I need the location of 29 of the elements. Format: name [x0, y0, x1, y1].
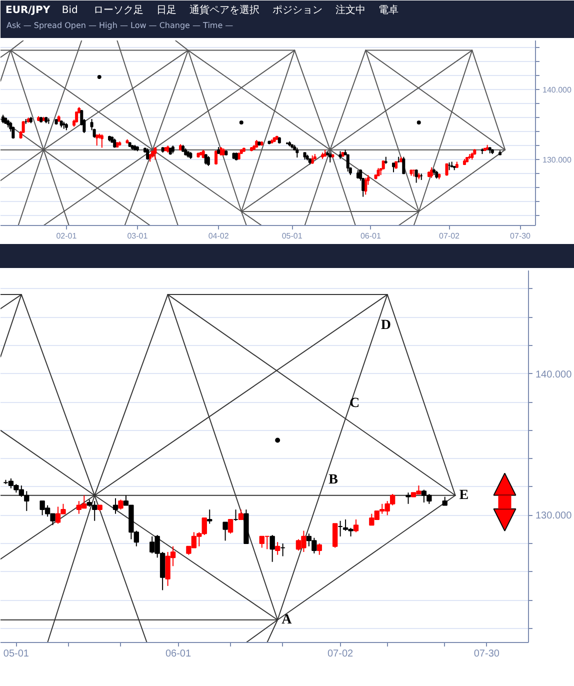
text: Ask — Spread Open — High — Low — Change — Time — — [6, 21, 234, 30]
x-tick-label: 05-01 — [282, 232, 303, 240]
x-tick-label: 06-01 — [165, 648, 192, 660]
annotation: B — [328, 472, 338, 488]
x-tick-label: 06-01 — [360, 232, 382, 240]
x-tick-label: 04-02 — [208, 232, 230, 240]
x-tick-label: 05-01 — [3, 648, 30, 660]
x-tick-label: 07-02 — [439, 232, 460, 240]
text: Bid — [62, 5, 78, 16]
text: 通貨ペアを選択 — [190, 4, 260, 16]
x-tick-label: 07-02 — [328, 648, 354, 660]
text: 日足 — [156, 5, 176, 16]
text: ポジション — [272, 5, 322, 16]
annotation: D — [380, 318, 392, 334]
text: 電卓 — [378, 4, 398, 16]
annotation: A — [282, 612, 293, 628]
x-tick-label: 07-30 — [510, 232, 532, 240]
y-tick-label: 140.000 — [536, 369, 572, 380]
y-tick-label: 140.000 — [542, 86, 572, 95]
annotation: E — [459, 488, 469, 503]
text: EUR/JPY — [6, 5, 51, 16]
x-tick-label: 07-30 — [474, 648, 500, 660]
y-tick-label: 130.000 — [542, 156, 572, 165]
annotation: C — [350, 396, 360, 411]
y-tick-label: 130.000 — [536, 510, 572, 522]
x-tick-label: 02-01 — [56, 232, 78, 240]
text: 注文中 — [336, 4, 366, 16]
x-tick-label: 03-01 — [127, 232, 148, 240]
text: ローソク足 — [94, 5, 144, 16]
